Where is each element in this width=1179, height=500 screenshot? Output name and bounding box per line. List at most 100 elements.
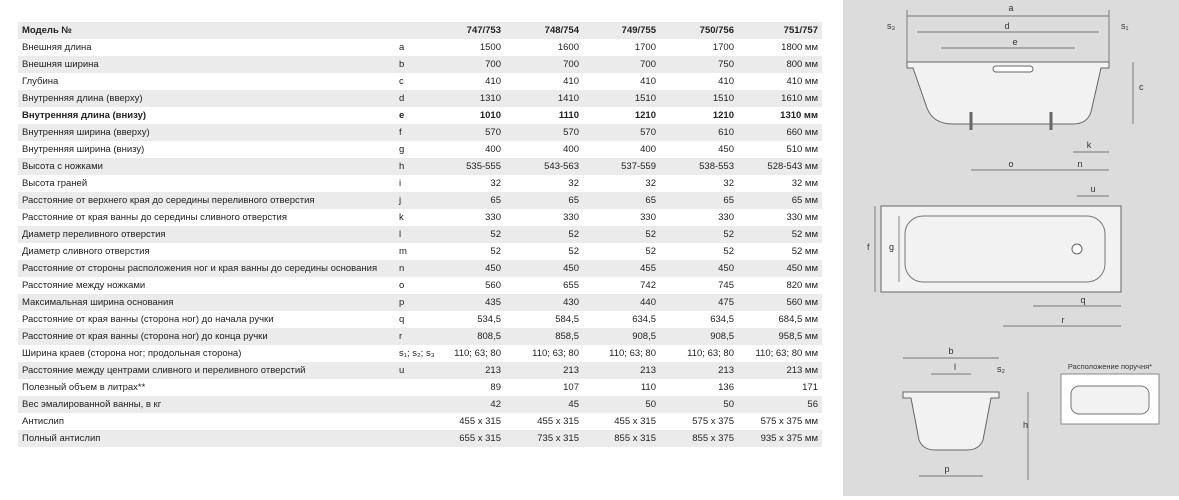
table-row: Полный антислип 655 x 315 735 x 315 855 x 3… — [18, 430, 822, 447]
row-value: 684,5 мм — [778, 314, 818, 325]
table-row: Внутренняя ширина (внизу) g 400 400 400 450 51… — [18, 141, 822, 158]
table-row: Расстояние от стороны расположения ног и… — [18, 260, 822, 277]
row-value: 110; 63; 80 — [454, 348, 501, 359]
row-value: 634,5 — [710, 314, 734, 325]
row-symbol: l — [395, 226, 440, 243]
row-value: 410 — [640, 76, 656, 87]
table-row: Внутренняя ширина (вверху) f 570 570 570 610 6… — [18, 124, 822, 141]
row-value: 52 — [723, 246, 734, 257]
dim-label: e — [1012, 37, 1017, 47]
row-value: 534,5 — [477, 314, 501, 325]
row-symbol: r — [395, 328, 440, 345]
row-value: 570 — [583, 124, 660, 141]
row-value: 52 — [568, 246, 579, 257]
row-value: 528-543 мм — [738, 158, 822, 175]
row-value: 1310 мм — [780, 110, 818, 121]
row-value: 855 x 315 — [583, 430, 660, 447]
row-value: 52 мм — [738, 226, 822, 243]
row-value: 570 — [505, 124, 583, 141]
row-value: 655 — [563, 280, 579, 291]
model-number: 751/757 — [738, 22, 822, 39]
row-value: 32 — [645, 178, 656, 189]
row-value: 655 x 315 — [440, 430, 505, 447]
table-row: Расстояние между центрами сливного и пер… — [18, 362, 822, 379]
row-symbol: b — [395, 56, 440, 73]
front-view — [902, 391, 1000, 451]
row-symbol: o — [399, 280, 405, 291]
row-value: 1800 мм — [781, 42, 818, 53]
row-value: 171 — [802, 382, 818, 393]
row-value: 1700 — [634, 42, 656, 53]
row-value: 52 — [583, 226, 660, 243]
header-label: Модель № — [18, 22, 395, 39]
row-value: 1310 — [440, 90, 505, 107]
row-value: 958,5 мм — [738, 328, 822, 345]
row-value: 440 — [583, 294, 660, 311]
row-value: 330 — [485, 212, 501, 223]
row-value: 700 — [583, 56, 660, 73]
row-value: 32 — [568, 178, 579, 189]
row-value: 213 — [440, 362, 505, 379]
row-value: 32 мм — [791, 178, 818, 189]
row-label: Диаметр сливного отверстия — [22, 246, 150, 257]
row-value: 410 — [563, 76, 579, 87]
inset-caption: Расположение поручня* — [1068, 362, 1152, 371]
row-label: Внутренняя длина (вверху) — [18, 90, 395, 107]
row-symbol — [395, 379, 440, 396]
row-value: 1210 — [634, 110, 656, 121]
row-value: 855 x 375 — [660, 430, 738, 447]
plan-view — [880, 205, 1122, 293]
row-label: Внутренняя длина (внизу) — [22, 110, 147, 121]
table-row: Высота граней i 32 32 32 32 32 мм — [18, 175, 822, 192]
row-label: Глубина — [22, 76, 59, 87]
row-value: 56 — [738, 396, 822, 413]
row-value: 65 — [505, 192, 583, 209]
row-symbol: h — [395, 158, 440, 175]
dim-label: h — [1023, 420, 1028, 430]
row-symbol: j — [395, 192, 440, 209]
dim-label: c — [1139, 82, 1144, 92]
row-value: 110; 63; 80 — [532, 348, 579, 359]
row-label: Расстояние от стороны расположения ног и… — [18, 260, 395, 277]
row-value: 560 мм — [738, 294, 822, 311]
row-value: 858,5 — [505, 328, 583, 345]
row-symbol: k — [399, 212, 404, 223]
row-label: Вес эмалированной ванны, в кг — [18, 396, 395, 413]
dim-label: r — [1062, 315, 1065, 325]
row-value: 32 — [723, 178, 734, 189]
table-row: Диаметр сливного отверстия m 52 52 52 52 52 мм — [18, 243, 822, 260]
row-value: 410 мм — [786, 76, 818, 87]
row-value: 935 x 375 мм — [738, 430, 822, 447]
table-row: Высота с ножками h 535-555 543-563 537-559 53… — [18, 158, 822, 175]
table-row: Полезный объем в литрах** 89 107 110 136 171 — [18, 379, 822, 396]
row-value: 32 — [490, 178, 501, 189]
row-value: 400 — [640, 144, 656, 155]
header-symbol — [395, 22, 440, 39]
table-row: Вес эмалированной ванны, в кг 42 45 50 50 56 — [18, 396, 822, 413]
row-value: 820 мм — [786, 280, 818, 291]
row-value: 584,5 — [555, 314, 579, 325]
row-value: 42 — [440, 396, 505, 413]
row-value: 330 мм — [786, 212, 818, 223]
row-value: 1600 — [557, 42, 579, 53]
row-value: 50 — [660, 396, 738, 413]
dim-label: b — [948, 346, 953, 356]
row-value: 543-563 — [505, 158, 583, 175]
row-value: 570 — [440, 124, 505, 141]
dim-label: s₂ — [997, 364, 1006, 374]
row-value: 52 — [490, 246, 501, 257]
row-value: 455 x 315 — [459, 416, 501, 427]
dim-label: q — [1080, 295, 1085, 305]
row-value: 742 — [640, 280, 656, 291]
row-value: 400 — [563, 144, 579, 155]
row-value: 400 — [485, 144, 501, 155]
row-label: Антислип — [22, 416, 64, 427]
row-value: 107 — [563, 382, 579, 393]
row-value: 450 — [718, 144, 734, 155]
row-value: 1510 — [583, 90, 660, 107]
row-value: 410 — [718, 76, 734, 87]
row-value: 455 x 315 — [537, 416, 579, 427]
row-label: Ширина краев (сторона ног; продольная ст… — [22, 348, 242, 359]
row-value: 65 — [583, 192, 660, 209]
